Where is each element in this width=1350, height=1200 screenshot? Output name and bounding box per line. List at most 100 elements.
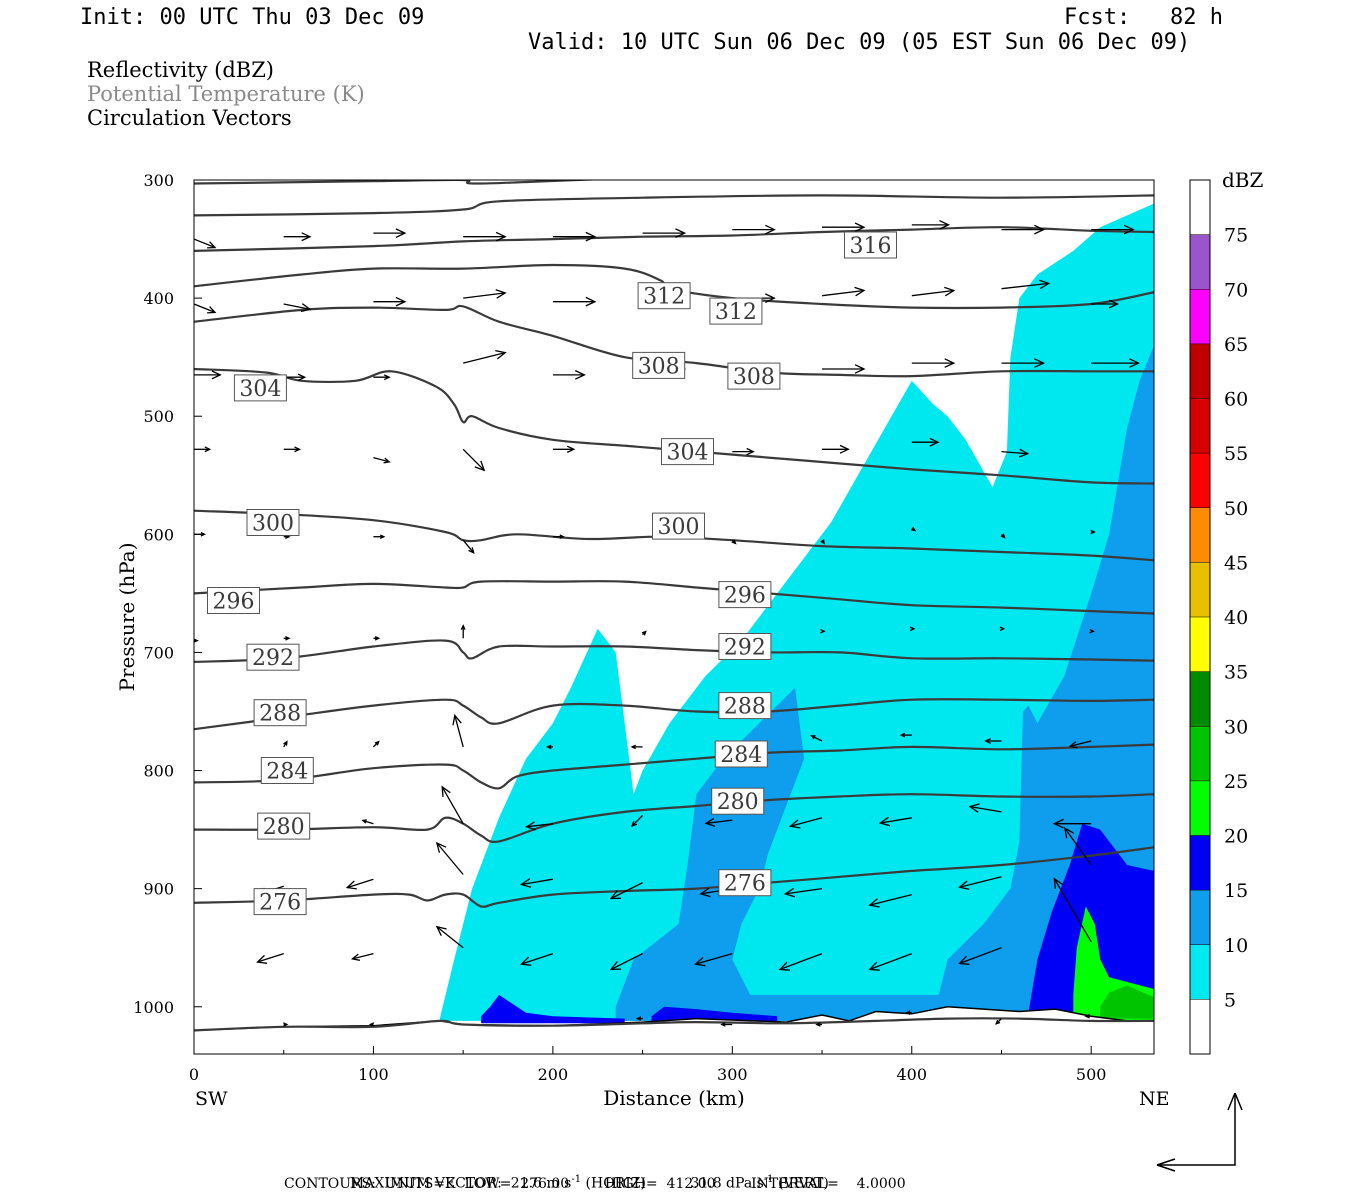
vector-arrowhead [374,740,380,746]
circulation-vector [778,952,823,971]
circulation-vector [910,526,917,532]
vector-arrowhead [1068,740,1078,749]
vector-arrowhead [1108,299,1119,309]
circulation-vector [911,286,956,297]
vector-shaft [1001,450,1028,455]
init-time: Init: 00 UTC Thu 03 Dec 09 [80,5,425,30]
unit-exponent-2: -1 [763,1174,774,1185]
circulation-vector [435,841,464,875]
vector-arrowhead [519,878,532,888]
circulation-vector [256,952,284,964]
vector-arrowhead [720,1022,726,1027]
theta-contour-292-8 [194,639,1154,663]
contours-footer: CONTOURS: UNITS=K LOW= 276.00 HIGH= 412.… [284,1176,906,1192]
contour-label-text: 316 [850,234,892,259]
vector-shaft [1001,282,1049,290]
colorbar-swatch-6 [1190,507,1210,563]
vector-shaft [436,926,464,949]
theta-contour-304-5 [194,367,1154,485]
contour-label-layer: 316 312 312 308 308 304 304 300 300 296 296 292 292 2… [207,231,897,916]
circulation-vector [519,952,554,966]
circulation-vector [194,370,222,380]
contour-label-box [844,231,897,259]
vector-arrowhead [211,370,222,380]
circulation-vector [452,713,464,748]
max-vector-footer: MAXIMUM VECTOR: 21.6 m s-1 (HORIZ) 31.8 … [341,1158,829,1192]
vector-arrowhead [854,286,866,297]
vector-arrowhead [383,374,391,381]
vector-shaft [610,882,643,900]
vector-arrowhead [778,961,791,971]
vector-shaft [880,817,912,824]
contour-label-text: 276 [724,872,766,897]
vector-layer [194,220,1140,1027]
contour-label-288: 288 [253,699,307,727]
colorbar-swatch-2 [1190,289,1210,344]
contour-label-300: 300 [652,512,705,540]
circulation-vector [609,953,643,971]
x-axis-right-end-label: NE [1139,1088,1170,1110]
contour-label-box [246,509,300,536]
colorbar-tick-label-20: 20 [1224,826,1248,848]
vector-shaft [521,878,554,886]
contour-label-box [253,888,307,916]
reference-vector-icon [1156,1092,1243,1172]
circulation-vector [283,232,312,242]
valid-time: Valid: 10 UTC Sun 06 Dec 09 (05 EST Sun … [528,30,1191,55]
circulation-vector [789,817,823,829]
circulation-vector [283,373,307,381]
contour-label-text: 292 [252,646,294,671]
circulation-vector [911,220,951,230]
vector-arrowhead [878,816,891,827]
vector-arrowhead [1064,827,1075,839]
contour-label-text: 312 [643,285,685,310]
vector-shaft [526,823,553,828]
circulation-vector [958,947,1002,965]
colorbar-swatch-4 [1190,398,1210,454]
vector-arrowhead [380,534,386,539]
contour-label-box [727,362,781,390]
vector-arrowhead [207,241,217,249]
contour-label-box [709,297,763,325]
vector-arrowhead [283,740,288,746]
x-tick-label-300: 300 [717,1065,748,1084]
vector-arrowhead [995,1019,1001,1025]
circulation-vector [546,744,553,750]
vector-arrowhead [609,890,622,900]
theta-contour-276-12 [194,846,1154,908]
vector-arrowhead [704,817,716,827]
contour-label-312: 312 [637,282,691,310]
vector-arrowhead [200,532,207,537]
circulation-vector [720,1022,733,1027]
vector-arrowhead [820,539,825,545]
theta-contour-layer [194,180,1154,1032]
vector-arrowhead [1084,1013,1090,1019]
vector-shaft [463,292,506,299]
vector-arrowhead [294,446,302,453]
vector-shaft [811,735,823,742]
vector-arrowhead [939,220,951,230]
circulation-vector [815,1022,822,1027]
vector-shaft [352,952,374,960]
circulation-vector [1091,224,1135,235]
contour-label-316: 316 [844,231,897,259]
circulation-vector [868,893,912,908]
vector-arrowhead [585,231,597,242]
vector-arrowhead [256,954,268,964]
unit-exponent-1: -1 [571,1174,582,1185]
contour-label-text: 288 [724,695,766,720]
circulation-vector [283,740,288,748]
y-tick-label-700: 700 [143,643,174,662]
vector-shaft [959,947,1002,965]
contour-label-box [637,282,691,310]
circulation-vector [995,1018,1002,1025]
vector-arrowhead [1090,529,1096,535]
vector-shaft [436,842,464,875]
contour-label-284: 284 [260,757,314,785]
contour-label-box [718,581,772,609]
circulation-vector [1053,877,1092,943]
circulation-vector [609,882,643,900]
contour-label-280: 280 [711,787,765,815]
theta-contour-284-10 [194,743,1154,790]
colorbar-swatch-5 [1190,453,1210,508]
